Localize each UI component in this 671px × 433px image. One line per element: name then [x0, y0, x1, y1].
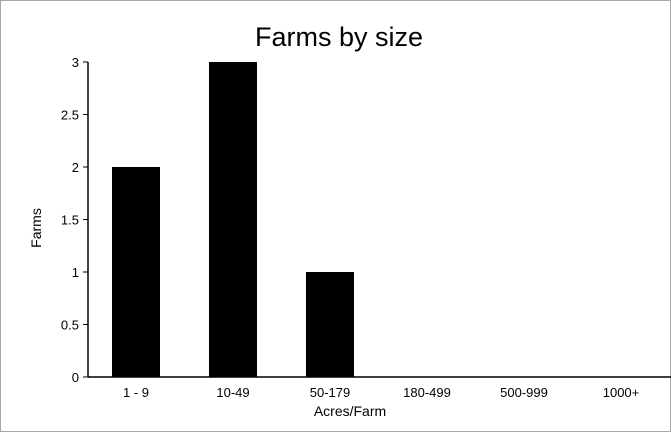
- x-tick-label: 500-999: [500, 385, 548, 400]
- y-tick-label: 0: [72, 370, 79, 385]
- x-tick-label: 50-179: [310, 385, 350, 400]
- chart-title: Farms by size: [255, 22, 423, 52]
- bar: [112, 167, 160, 377]
- x-tick-label: 180-499: [403, 385, 451, 400]
- y-tick-label: 0.5: [61, 318, 79, 333]
- y-tick-label: 2: [72, 160, 79, 175]
- x-tick-label: 1000+: [603, 385, 640, 400]
- x-tick-label: 10-49: [216, 385, 249, 400]
- y-tick-label: 1: [72, 265, 79, 280]
- bars: [112, 62, 354, 377]
- y-tick-label: 1.5: [61, 213, 79, 228]
- y-tick-label: 3: [72, 55, 79, 70]
- x-tick-label: 1 - 9: [123, 385, 149, 400]
- y-axis-ticks: 0 0.5 1 1.5 2 2.5 3: [61, 55, 88, 385]
- y-axis-label: Farms: [28, 208, 44, 248]
- y-tick-label: 2.5: [61, 108, 79, 123]
- bar: [306, 272, 354, 377]
- x-axis-ticks: 1 - 9 10-49 50-179 180-499 500-999 1000+: [123, 385, 639, 400]
- bar: [209, 62, 257, 377]
- x-axis-label: Acres/Farm: [314, 403, 386, 419]
